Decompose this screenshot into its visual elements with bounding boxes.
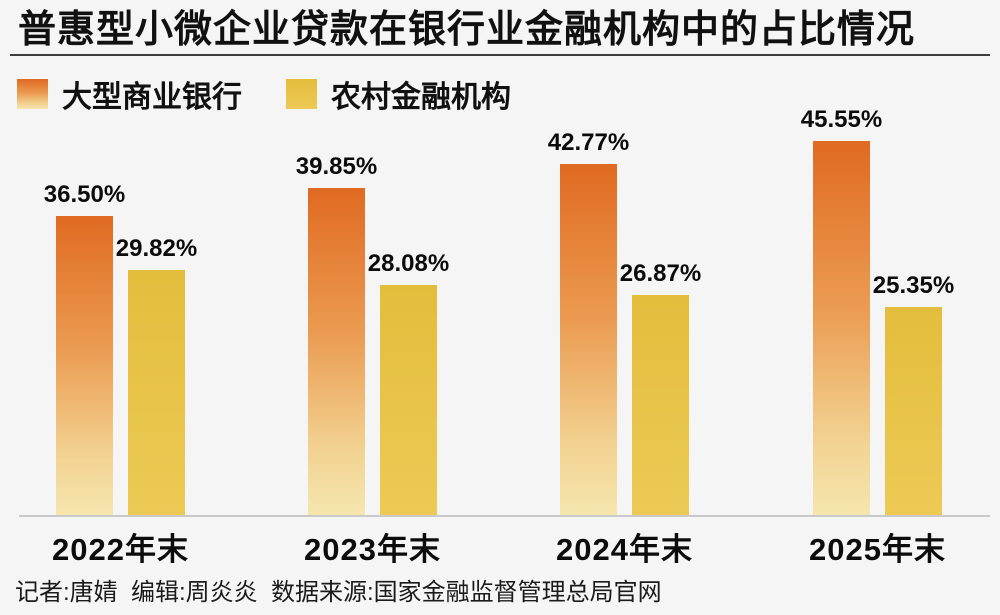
- bar-value-label: 36.50%: [43, 181, 126, 208]
- bar-value-label: 45.55%: [800, 106, 883, 133]
- bar-group: 39.85% 28.08% 2023年末: [296, 100, 449, 567]
- footer-credits: 记者:唐婧 编辑:周炎炎 数据来源:国家金融监督管理总局官网: [15, 579, 662, 606]
- x-axis-label: 2023年末: [304, 532, 441, 567]
- bar-value-label: 39.85%: [295, 153, 378, 180]
- bar-value-label: 29.82%: [115, 235, 198, 262]
- bar-group: 42.77% 26.87% 2024年末: [548, 100, 701, 567]
- x-axis-label: 2022年末: [52, 532, 189, 567]
- grouped-bar-chart: 36.50% 29.82% 2022年末 39.85% 28.08% 2023年末 42.7…: [0, 100, 1000, 567]
- bar-large-commercial-banks: [56, 216, 113, 515]
- bar-large-commercial-banks: [813, 141, 870, 515]
- legend-swatch-orange-gradient: [17, 79, 48, 109]
- x-axis-label: 2025年末: [809, 532, 946, 567]
- bar-group: 45.55% 25.35% 2025年末: [801, 100, 954, 567]
- title-underline: [10, 54, 990, 56]
- bar-large-commercial-banks: [560, 164, 617, 515]
- bar-rural-financial-institutions: [885, 307, 942, 515]
- bar-large-commercial-banks: [308, 188, 365, 515]
- bar-value-label: 42.77%: [547, 129, 630, 156]
- bar-group: 36.50% 29.82% 2022年末: [44, 100, 197, 567]
- page-title: 普惠型小微企业贷款在银行业金融机构中的占比情况: [18, 9, 916, 51]
- bar-rural-financial-institutions: [632, 295, 689, 515]
- legend-swatch-yellow: [286, 79, 317, 109]
- x-axis-line: [19, 515, 990, 517]
- chart-legend: 大型商业银行 农村金融机构: [17, 72, 511, 116]
- legend-label-large-commercial-banks: 大型商业银行: [62, 81, 242, 114]
- bar-rural-financial-institutions: [128, 270, 185, 515]
- legend-item-rural-financial-institutions: 农村金融机构: [286, 72, 511, 116]
- x-axis-label: 2024年末: [556, 532, 693, 567]
- legend-label-rural-financial-institutions: 农村金融机构: [331, 81, 511, 114]
- legend-item-large-commercial-banks: 大型商业银行: [17, 72, 242, 116]
- bar-value-label: 25.35%: [872, 272, 955, 299]
- bar-value-label: 26.87%: [619, 260, 702, 287]
- bar-rural-financial-institutions: [380, 285, 437, 515]
- bar-value-label: 28.08%: [367, 250, 450, 277]
